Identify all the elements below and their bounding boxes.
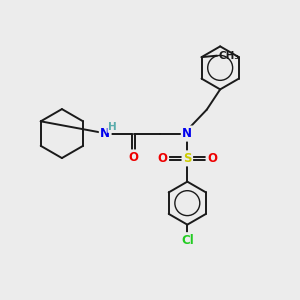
Text: N: N <box>100 127 110 140</box>
Text: Cl: Cl <box>181 234 194 247</box>
Text: O: O <box>158 152 167 165</box>
Text: CH₃: CH₃ <box>219 51 240 61</box>
Text: N: N <box>182 127 192 140</box>
Text: O: O <box>207 152 217 165</box>
Text: H: H <box>108 122 117 132</box>
Text: O: O <box>129 151 139 164</box>
Text: S: S <box>183 152 192 165</box>
